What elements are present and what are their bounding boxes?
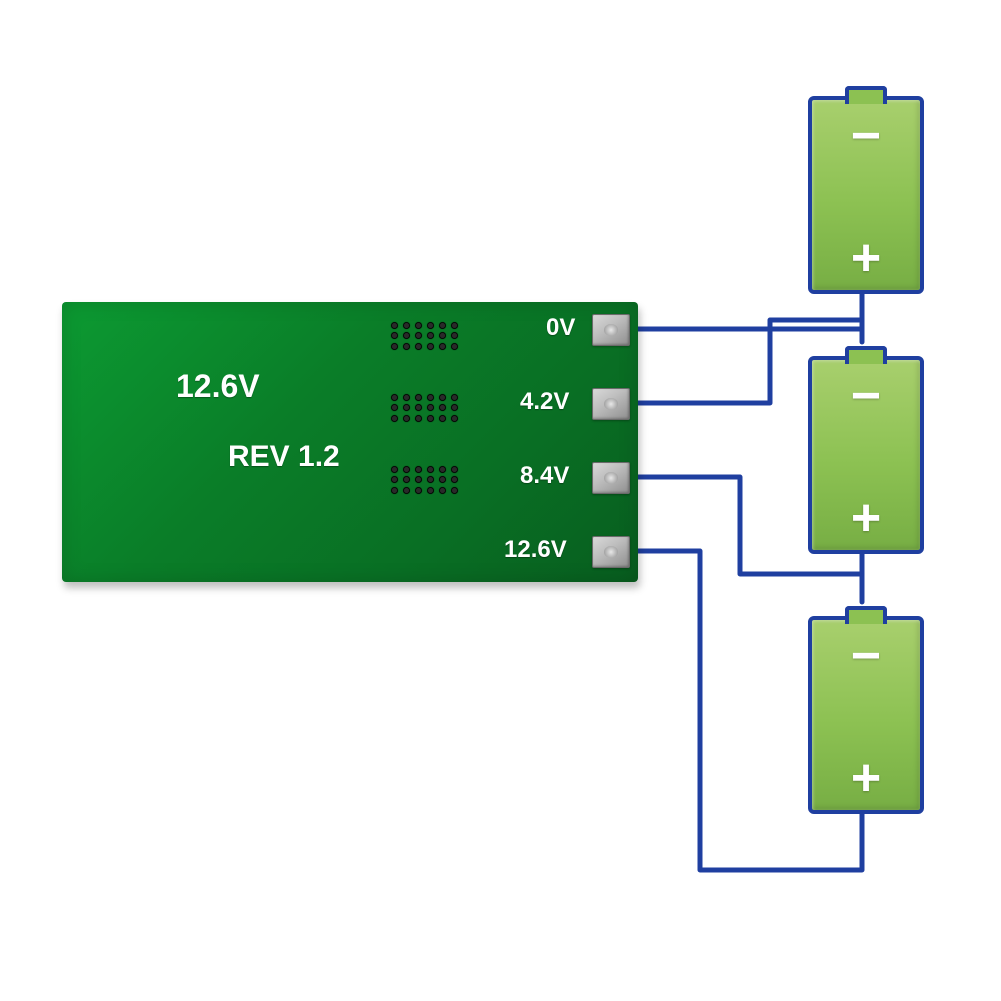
via-grid — [388, 320, 460, 352]
battery-minus-icon: − — [851, 370, 881, 422]
battery-plus-icon: + — [851, 232, 881, 284]
pcb-voltage-main-label: 12.6V — [176, 368, 260, 405]
battery-cap — [845, 346, 887, 364]
pad-0v — [592, 314, 630, 346]
pad-4_2v-label: 4.2V — [520, 388, 569, 416]
battery-minus-icon: − — [851, 110, 881, 162]
battery-cap — [845, 86, 887, 104]
pad-8_4v-label: 8.4V — [520, 462, 569, 490]
via-grid — [388, 392, 460, 424]
pad-12_6v — [592, 536, 630, 568]
pad-12_6v-label: 12.6V — [504, 536, 567, 564]
pad-4_2v — [592, 388, 630, 420]
battery-2: −+ — [808, 356, 924, 554]
battery-1: −+ — [808, 96, 924, 294]
via-grid — [388, 464, 460, 496]
battery-plus-icon: + — [851, 492, 881, 544]
pad-8_4v — [592, 462, 630, 494]
pad-0v-label: 0V — [546, 314, 575, 342]
battery-cap — [845, 606, 887, 624]
battery-plus-icon: + — [851, 752, 881, 804]
battery-3: −+ — [808, 616, 924, 814]
diagram-stage: 12.6V REV 1.2 0V4.2V8.4V12.6V −+−+−+ — [0, 0, 1001, 1001]
battery-minus-icon: − — [851, 630, 881, 682]
pcb-revision-label: REV 1.2 — [228, 440, 340, 474]
pcb-board: 12.6V REV 1.2 0V 4.2V 8.4V 12.6V — [62, 302, 638, 582]
